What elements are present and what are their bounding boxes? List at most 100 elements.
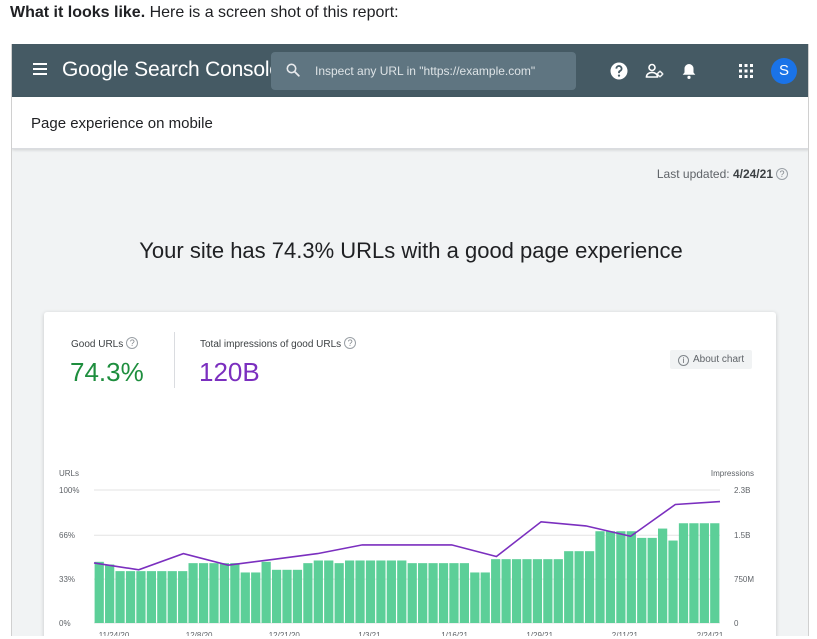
url-bar[interactable] <box>637 537 647 623</box>
url-bar[interactable] <box>678 523 689 623</box>
x-axis-tick: 12/21/20 <box>269 631 301 636</box>
about-chart-button[interactable]: i About chart <box>670 350 753 369</box>
url-bar[interactable] <box>271 569 282 623</box>
x-axis-tick: 1/3/21 <box>358 631 381 636</box>
url-bar[interactable] <box>449 563 459 623</box>
url-bar[interactable] <box>532 559 543 623</box>
right-axis-tick: 1.5B <box>734 531 750 540</box>
page-title: Page experience on mobile <box>31 115 213 132</box>
help-circle-icon[interactable]: ? <box>344 337 357 349</box>
url-bar[interactable] <box>616 531 626 623</box>
apps-grid-icon[interactable] <box>736 61 756 81</box>
page-experience-chart: URLs Impressions 100% 2.3B 66% 1.5B 33% 750M 0… <box>59 469 754 636</box>
impressions-label: Total impressions of good URLs <box>200 339 342 350</box>
summary-headline: Your site has 74.3% URLs with a good pag… <box>139 238 683 263</box>
url-bar[interactable] <box>146 571 156 623</box>
url-bar[interactable] <box>303 563 313 623</box>
last-updated: Last updated: 4/24/21? <box>657 167 788 181</box>
url-bar[interactable] <box>543 559 553 623</box>
url-bar[interactable] <box>522 559 532 623</box>
account-avatar[interactable]: S <box>771 58 797 84</box>
url-bar[interactable] <box>397 560 407 623</box>
search-console-window: Google Search Console <box>11 44 809 636</box>
x-axis-tick: 1/29/21 <box>526 631 553 636</box>
about-chart-label: About chart <box>693 354 745 365</box>
help-icon[interactable] <box>609 61 629 81</box>
url-bar[interactable] <box>553 559 563 623</box>
url-bar[interactable] <box>334 563 344 623</box>
url-bar[interactable] <box>282 569 292 623</box>
manage-users-icon[interactable] <box>645 61 665 81</box>
search-input[interactable] <box>315 52 565 90</box>
menu-icon[interactable] <box>33 63 47 75</box>
left-axis-tick: 66% <box>59 531 75 540</box>
url-bar[interactable] <box>209 563 219 623</box>
url-bar[interactable] <box>136 571 146 623</box>
url-bar[interactable] <box>491 559 501 623</box>
url-bar[interactable] <box>626 531 636 623</box>
help-circle-icon[interactable]: ? <box>776 168 788 180</box>
url-bar[interactable] <box>574 551 584 623</box>
url-bar[interactable] <box>178 571 188 623</box>
notifications-icon[interactable] <box>679 61 699 81</box>
url-bar[interactable] <box>219 563 230 623</box>
good-urls-label: Good URLs <box>71 339 124 350</box>
url-bar[interactable] <box>658 528 668 623</box>
url-bar[interactable] <box>261 561 271 623</box>
url-bar[interactable] <box>365 560 376 623</box>
url-bar[interactable] <box>386 560 396 623</box>
url-bar[interactable] <box>230 563 240 623</box>
url-bar[interactable] <box>511 559 522 623</box>
url-bar[interactable] <box>115 571 125 623</box>
url-bar[interactable] <box>710 523 720 623</box>
url-bar[interactable] <box>125 571 136 623</box>
url-bar[interactable] <box>480 572 490 623</box>
help-circle-icon[interactable]: ? <box>126 337 139 349</box>
url-bar[interactable] <box>188 563 198 623</box>
url-bar[interactable] <box>198 563 209 623</box>
url-bar[interactable] <box>345 560 355 623</box>
url-bar[interactable] <box>240 572 250 623</box>
good-urls-value: 74.3% <box>70 357 144 387</box>
info-icon: i <box>678 355 689 366</box>
impressions-metric[interactable]: Total impressions of good URLs? <box>200 337 357 350</box>
x-axis-tick: 1/16/21 <box>441 631 468 636</box>
url-inspection-search[interactable] <box>271 52 576 90</box>
x-axis-tick: 2/11/21 <box>612 631 639 636</box>
url-bar[interactable] <box>407 563 417 623</box>
url-bar[interactable] <box>313 560 323 623</box>
url-bar[interactable] <box>689 523 699 623</box>
url-bar[interactable] <box>470 572 480 623</box>
url-bar[interactable] <box>428 563 438 623</box>
url-bar[interactable] <box>157 571 167 623</box>
app-logo[interactable]: Google Search Console <box>62 58 281 81</box>
url-bar[interactable] <box>605 531 616 623</box>
left-axis-tick: 33% <box>59 575 75 584</box>
url-bar[interactable] <box>105 564 115 623</box>
left-axis-title: URLs <box>59 469 79 478</box>
url-bar[interactable] <box>292 569 303 623</box>
url-bar[interactable] <box>167 571 177 623</box>
url-bar[interactable] <box>459 563 469 623</box>
right-axis-title: Impressions <box>711 469 754 478</box>
good-urls-metric[interactable]: Good URLs? <box>71 337 139 350</box>
intro-rest: Here is a screen shot of this report: <box>145 4 399 21</box>
intro-lead: What it looks like. <box>10 4 146 21</box>
url-bar[interactable] <box>595 531 605 623</box>
url-bar[interactable] <box>324 560 334 623</box>
url-bar[interactable] <box>647 537 657 623</box>
url-bar[interactable] <box>251 572 261 623</box>
impressions-line[interactable] <box>93 500 721 571</box>
url-bar[interactable] <box>501 559 511 623</box>
right-axis-tick: 2.3B <box>734 486 750 495</box>
url-bar[interactable] <box>438 563 449 623</box>
url-bar[interactable] <box>584 551 595 623</box>
impressions-value: 120B <box>199 357 260 387</box>
url-bar[interactable] <box>355 560 365 623</box>
url-bar[interactable] <box>668 540 678 623</box>
url-bar[interactable] <box>699 523 709 623</box>
url-bar[interactable] <box>94 561 104 623</box>
url-bar[interactable] <box>564 551 574 623</box>
url-bar[interactable] <box>418 563 428 623</box>
url-bar[interactable] <box>376 560 386 623</box>
